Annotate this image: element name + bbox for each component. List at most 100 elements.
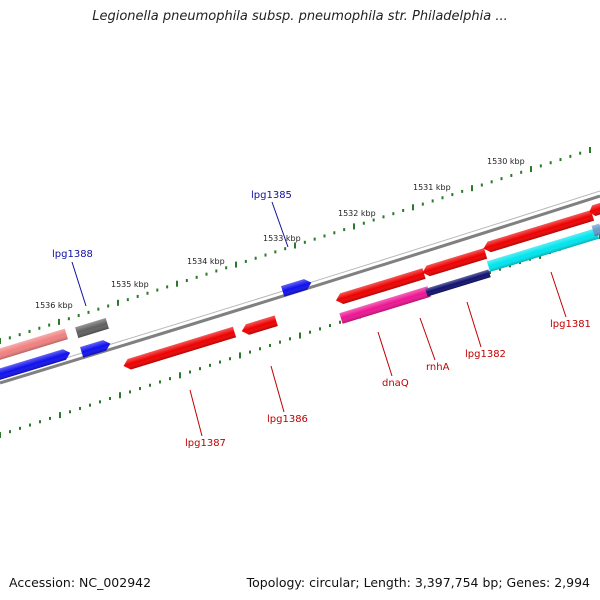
tick-mark-outer	[353, 223, 355, 230]
tick-mark-outer	[362, 221, 365, 225]
gene-label: lpg1386	[267, 414, 308, 425]
tick-mark-inner	[229, 357, 231, 361]
tick-mark-outer	[28, 329, 31, 333]
tick-mark-inner	[219, 360, 221, 364]
gene-leader-line	[419, 317, 436, 361]
gene-leader-line	[270, 365, 285, 413]
gene-gray-shade	[75, 318, 109, 338]
tick-mark-outer	[323, 234, 326, 238]
tick-mark-outer	[126, 298, 129, 302]
tick-mark-inner	[209, 363, 211, 367]
tick-mark-outer	[500, 177, 503, 181]
tick-mark-outer	[244, 259, 247, 263]
gene-leader-line	[71, 261, 87, 307]
tick-mark-inner	[69, 410, 71, 414]
gene-red-d-shade	[589, 202, 600, 216]
tick-mark-outer	[136, 294, 139, 298]
tick-mark-outer	[333, 231, 336, 235]
tick-label: 1535 kbp	[111, 280, 149, 289]
tick-mark-inner	[339, 320, 341, 324]
tick-labels: 1536 kbp 1535 kbp 1534 kbp 1533 kbp 1532 kbp…	[35, 157, 525, 310]
tick-mark-inner	[259, 347, 261, 351]
tick-mark-outer	[372, 218, 375, 222]
tick-mark-inner	[319, 327, 321, 331]
tick-mark-inner	[169, 377, 171, 381]
tick-mark-outer	[559, 158, 562, 162]
tick-mark-outer	[461, 189, 464, 193]
tick-mark-inner	[279, 340, 281, 344]
gene-lpg1387-shade	[123, 326, 237, 370]
tick-mark-outer	[38, 326, 41, 330]
tick-label: 1530 kbp	[487, 157, 525, 166]
tick-mark-inner	[19, 426, 21, 430]
gene-red-a	[336, 268, 426, 304]
tick-mark-inner	[109, 397, 111, 401]
tick-mark-inner	[39, 420, 41, 424]
gene-lpg1385-shade	[281, 279, 312, 297]
tick-mark-inner	[159, 380, 161, 384]
tick-mark-inner	[0, 432, 1, 438]
tick-mark-outer	[0, 338, 1, 344]
map-title: Legionella pneumophila subsp. pneumophil…	[92, 9, 508, 24]
gene-red-d	[589, 202, 600, 216]
tick-mark-inner	[289, 337, 291, 341]
tick-mark-outer	[392, 212, 395, 216]
tick-mark-outer	[569, 154, 572, 158]
tick-mark-outer	[185, 279, 188, 283]
gene-lpg1386-shade	[241, 315, 278, 335]
tick-mark-outer	[58, 318, 60, 325]
tick-mark-outer	[441, 196, 444, 200]
tick-mark-inner	[509, 264, 511, 268]
gene-red-a-shade	[336, 268, 426, 304]
tick-mark-inner	[79, 406, 81, 410]
gene-pink	[0, 328, 68, 362]
gene-lpg1386	[241, 315, 278, 335]
tick-mark-outer	[313, 237, 316, 241]
gene-pink-shade	[0, 328, 68, 362]
topology-text: Topology: circular; Length: 3,397,754 bp…	[246, 575, 590, 590]
gene-lpg1385	[281, 279, 312, 297]
tick-mark-outer	[176, 280, 178, 287]
tick-mark-outer	[18, 333, 21, 337]
tick-mark-inner	[299, 332, 301, 339]
gene-label: dnaQ	[382, 378, 409, 389]
tick-mark-outer	[215, 269, 218, 273]
tick-label: 1534 kbp	[187, 257, 225, 266]
gene-lpg1382-shade	[486, 228, 600, 272]
gene-red-b-shade	[422, 248, 488, 277]
gene-lpg1382	[486, 228, 600, 272]
tick-mark-outer	[431, 199, 434, 203]
gene-leader-line	[189, 389, 203, 437]
tick-mark-outer	[235, 261, 237, 268]
tick-mark-outer	[67, 317, 70, 321]
gene-rnhA-shade	[425, 269, 491, 297]
tick-mark-outer	[343, 228, 346, 232]
tick-label: 1531 kbp	[413, 183, 451, 192]
tick-mark-outer	[264, 253, 267, 257]
accession-text: Accession: NC_002942	[9, 575, 152, 590]
tick-mark-inner	[249, 350, 251, 354]
gene-leader-line	[466, 301, 482, 348]
gene-leader-line	[377, 331, 393, 377]
tick-mark-outer	[225, 266, 228, 270]
gene-blue-a-shade	[0, 349, 71, 383]
tick-mark-outer	[107, 304, 110, 308]
gene-gray	[75, 318, 109, 338]
tick-mark-inner	[179, 372, 181, 379]
tick-mark-inner	[129, 390, 131, 394]
tick-mark-inner	[49, 416, 51, 420]
tick-mark-outer	[402, 208, 405, 212]
gene-lpg1388-shade	[80, 340, 111, 358]
tick-mark-outer	[382, 215, 385, 219]
gene-red-c-shade	[483, 210, 595, 253]
tick-mark-inner	[239, 352, 241, 359]
gene-label: lpg1385	[251, 190, 292, 201]
tick-mark-outer	[195, 275, 198, 279]
tick-mark-outer	[8, 336, 11, 340]
tick-mark-inner	[99, 400, 101, 404]
genes	[0, 202, 600, 383]
gene-dnaQ	[339, 286, 431, 324]
tick-mark-outer	[146, 291, 149, 295]
gene-blue-a	[0, 349, 71, 383]
